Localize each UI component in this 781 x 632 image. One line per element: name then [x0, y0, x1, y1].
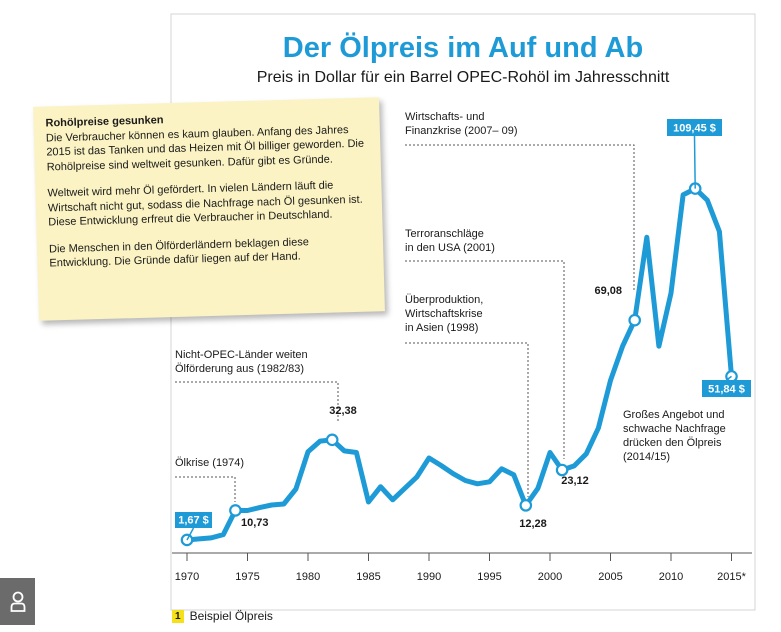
value-badge-2012: [667, 119, 722, 136]
annotation-1998: Überproduktion, Wirtschaftskrise in Asien …: [405, 294, 483, 334]
x-tick-label: 1985: [356, 571, 380, 583]
footnote-text: Beispiel Ölpreis: [189, 609, 273, 623]
info-box-paragraph-1: Die Verbraucher können es kaum glauben. …: [45, 123, 365, 174]
value-badge-connector: [186, 527, 195, 541]
series-line-oil-price: [184, 186, 734, 543]
info-box: Rohölpreise gesunken Die Verbraucher kön…: [33, 97, 385, 321]
value-label-2007: 69,08: [594, 285, 622, 297]
value-label-2015: 51,84 $: [708, 384, 745, 396]
info-box-paragraph-2: Weltweit wird mehr Öl gefördert. In viel…: [47, 179, 363, 229]
value-labels: 1,67 $ 10,73 32,38 12,28 23,12 69,08 109,45 $ 5…: [175, 119, 751, 547]
value-badge-2015: [702, 380, 751, 397]
chart-subtitle: Preis in Dollar für ein Barrel OPEC-Rohö…: [257, 69, 670, 86]
x-tick-label: 2000: [538, 571, 562, 583]
footnote: 1 Beispiel Ölpreis: [172, 609, 273, 623]
value-badge-connector: [726, 375, 732, 381]
x-tick-label: 1995: [477, 571, 501, 583]
value-badge-connector: [693, 135, 696, 189]
value-label-1974: 10,73: [241, 517, 269, 529]
annotation-2007: Wirtschafts- und Finanzkrise (2007– 09): [405, 111, 518, 137]
annotation-1982: Nicht-OPEC-Länder weiten Ölförderung aus …: [175, 349, 308, 375]
annotation-1974: Ölkrise (1974): [175, 457, 244, 469]
x-tick-label: 2005: [598, 571, 622, 583]
annotation-leader-2001: [405, 260, 565, 459]
value-label-2001: 23,12: [561, 475, 589, 487]
value-label-1998: 12,28: [519, 518, 547, 530]
data-point-marker-1974: [229, 504, 242, 517]
x-axis-ticks: 1970 1975 1980 1985 1990 1995 2000 2005 2010 2015…: [175, 553, 747, 583]
annotation-2001: Terroranschläge in den USA (2001): [405, 228, 495, 254]
value-label-1982: 32,38: [329, 405, 357, 417]
footnote-number: 1: [172, 609, 184, 623]
x-tick-label: 2015*: [717, 571, 746, 583]
event-annotations: Ölkrise (1974) Nicht-OPEC-Länder weiten Öl…: [175, 111, 726, 502]
user-icon: [10, 591, 25, 612]
info-box-paragraph-3: Die Menschen in den Ölförderländern bekl…: [48, 235, 310, 270]
annotation-leader-1998: [405, 342, 529, 497]
x-tick-label: 1990: [417, 571, 441, 583]
x-tick-label: 1975: [235, 571, 259, 583]
annotation-2015: Großes Angebot und schwache Nachfrage drüc…: [623, 409, 726, 463]
data-point-marker-1982: [325, 433, 339, 447]
x-tick-label: 2010: [659, 571, 683, 583]
value-label-2012: 109,45 $: [673, 123, 716, 135]
chart-title: Der Ölpreis im Auf und Ab: [283, 31, 643, 64]
x-tick-label: 1970: [175, 571, 199, 583]
x-tick-label: 1980: [296, 571, 320, 583]
annotation-leader-1974: [175, 476, 236, 502]
data-point-marker-2001: [555, 463, 569, 477]
value-label-1970: 1,67 $: [178, 515, 209, 527]
data-point-marker-2007: [628, 313, 641, 327]
data-point-marker-1998: [519, 499, 533, 512]
annotation-leader-2007: [405, 144, 635, 292]
user-button[interactable]: [0, 578, 35, 625]
value-badge-1970: [175, 512, 212, 528]
